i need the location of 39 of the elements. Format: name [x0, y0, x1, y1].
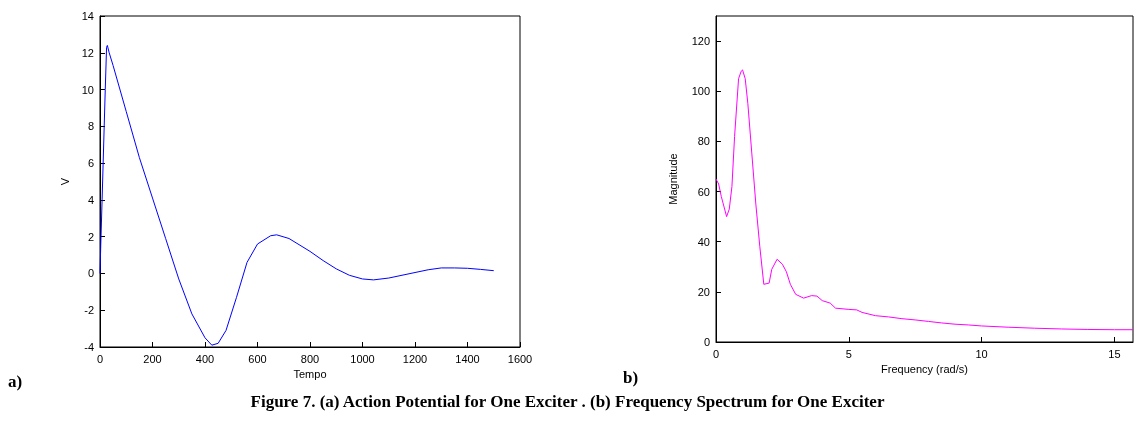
x-tick-label: 0	[712, 347, 720, 360]
y-tick-label: 60	[697, 185, 710, 198]
x-axis-title: Tempo	[293, 368, 327, 381]
y-tick-label: 6	[87, 157, 94, 170]
y-axis-title: V	[59, 177, 72, 186]
x-tick-label: 1400	[455, 352, 480, 365]
x-tick-label: 200	[143, 352, 162, 365]
x-axis-title: Frequency (rad/s)	[881, 363, 968, 376]
x-tick-label: 800	[300, 352, 320, 365]
x-tick-label: 0	[96, 352, 104, 365]
y-tick-label: 120	[691, 35, 710, 48]
text: a)	[8, 372, 23, 392]
y-tick-label: -4	[84, 341, 94, 353]
line-series	[99, 44, 495, 346]
y-tick-label: 40	[697, 235, 710, 248]
line-series	[715, 69, 1134, 331]
y-tick-label: 14	[81, 10, 94, 22]
x-tick-label: 1000	[350, 352, 375, 365]
y-tick-label: -2	[84, 304, 94, 317]
y-tick-label: 20	[697, 285, 710, 298]
x-tick-label: 10	[975, 347, 988, 360]
y-tick-label: 80	[697, 135, 710, 148]
y-axis-title: Magnitude	[666, 153, 679, 205]
y-tick-label: 0	[87, 267, 94, 280]
y-tick-label: 8	[87, 120, 94, 133]
x-tick-label: 1600	[507, 352, 533, 365]
x-tick-label: 600	[248, 352, 267, 365]
caption: Figure 7. (a) Action Potential for One Exciter . (b) Frequency Spectrum for One Exciter	[249, 392, 886, 412]
y-tick-label: 4	[87, 193, 94, 206]
x-tick-label: 400	[195, 352, 215, 365]
y-tick-label: 0	[703, 336, 710, 348]
y-tick-label: 12	[81, 46, 94, 59]
y-tick-label: 2	[87, 230, 94, 243]
x-tick-label: 1200	[402, 352, 428, 365]
x-tick-label: 5	[845, 347, 852, 360]
y-tick-label: 100	[691, 85, 710, 98]
x-tick-label: 15	[1108, 347, 1121, 360]
text: b)	[623, 368, 639, 388]
y-tick-label: 10	[81, 83, 94, 96]
